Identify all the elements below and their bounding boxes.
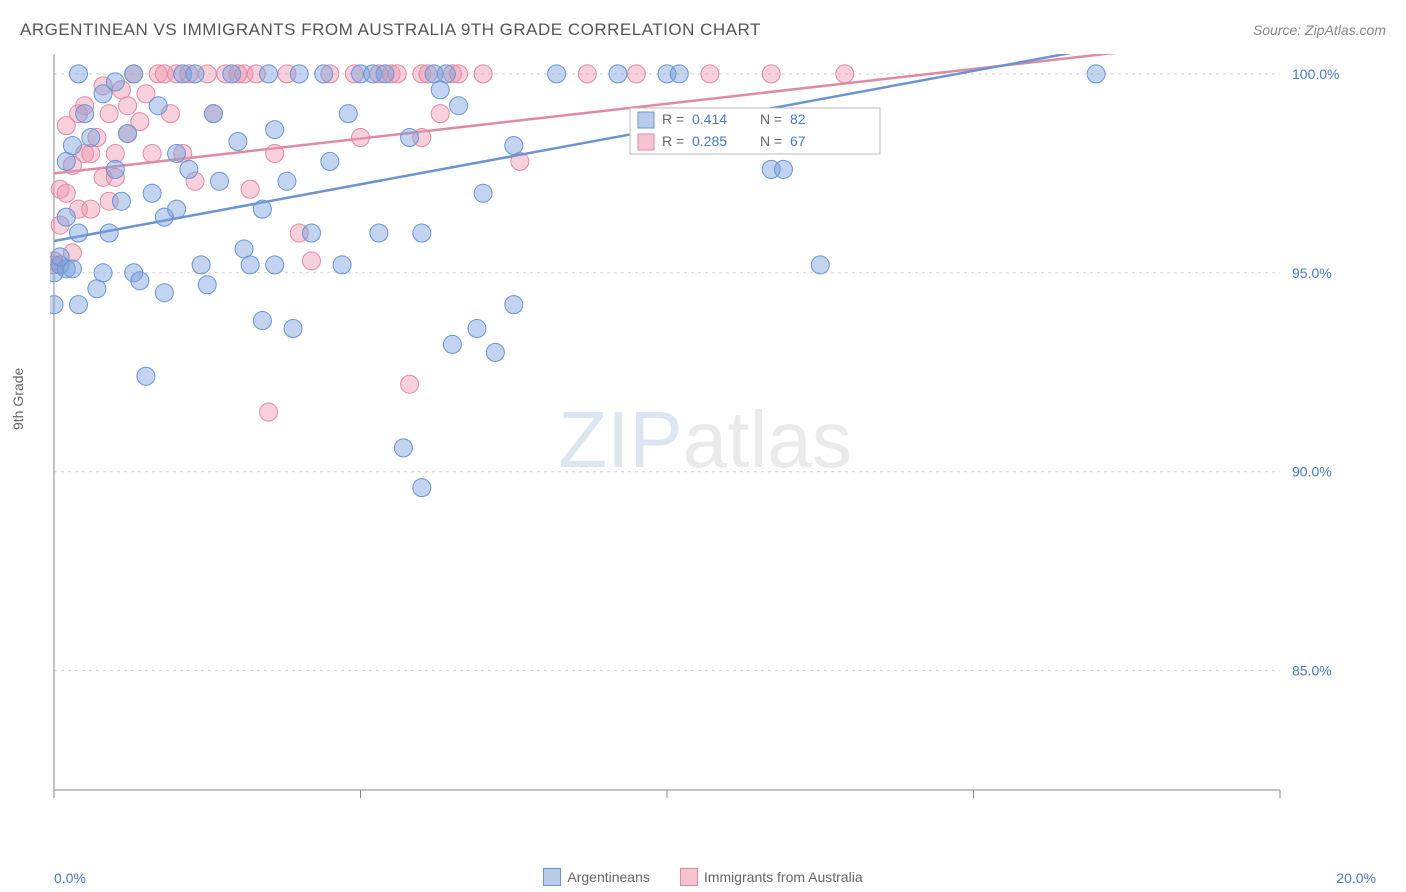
svg-text:90.0%: 90.0% [1292, 464, 1332, 480]
svg-text:85.0%: 85.0% [1292, 663, 1332, 679]
chart-area: 85.0% 90.0% 95.0% 100.0% R = 0.414 N = 82 R = 0.2… [50, 50, 1360, 830]
svg-text:N =: N = [760, 133, 782, 149]
svg-text:95.0%: 95.0% [1292, 265, 1332, 281]
svg-text:R =: R = [662, 133, 684, 149]
svg-text:N =: N = [760, 111, 782, 127]
svg-text:67: 67 [790, 133, 806, 149]
legend-label: Argentineans [567, 869, 650, 885]
svg-text:0.414: 0.414 [692, 111, 727, 127]
legend-item-argentineans: Argentineans [543, 868, 650, 886]
chart-title: ARGENTINEAN VS IMMIGRANTS FROM AUSTRALIA… [20, 20, 761, 40]
legend-item-australia: Immigrants from Australia [680, 868, 863, 886]
legend-swatch-icon [680, 868, 698, 886]
legend-swatch-icon [543, 868, 561, 886]
legend: Argentineans Immigrants from Australia [0, 868, 1406, 886]
legend-label: Immigrants from Australia [704, 869, 863, 885]
scatter-plot-svg: 85.0% 90.0% 95.0% 100.0% R = 0.414 N = 82 R = 0.2… [50, 50, 1360, 830]
svg-text:R =: R = [662, 111, 684, 127]
svg-text:100.0%: 100.0% [1292, 66, 1339, 82]
svg-text:0.285: 0.285 [692, 133, 727, 149]
y-axis-label: 9th Grade [10, 368, 26, 430]
svg-text:82: 82 [790, 111, 806, 127]
source-label: Source: ZipAtlas.com [1253, 22, 1386, 38]
